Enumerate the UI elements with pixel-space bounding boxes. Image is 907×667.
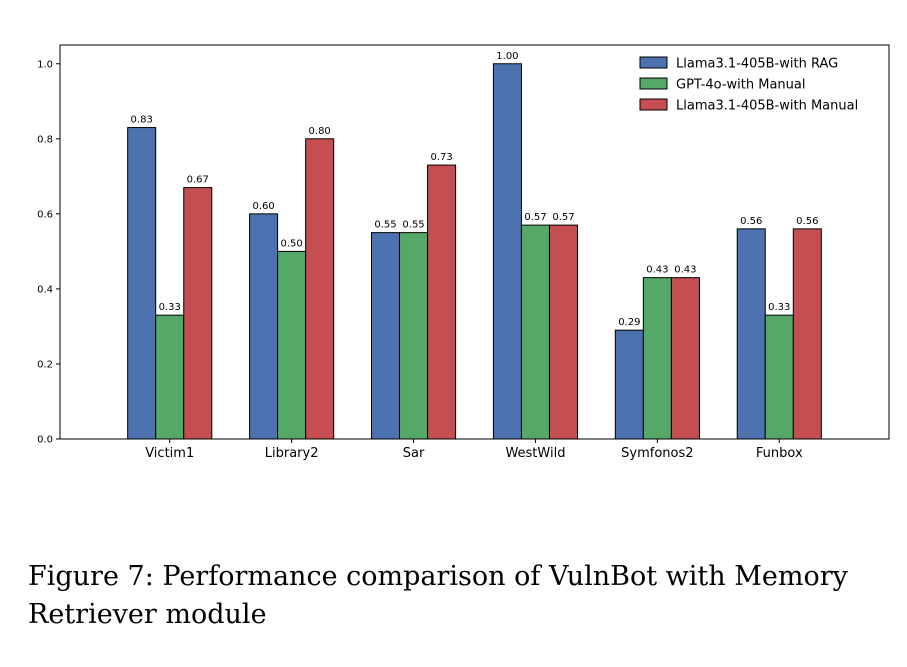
bar-value-label: 0.43 <box>674 265 696 276</box>
bar-value-label: 0.57 <box>552 212 574 223</box>
bar-chart: 0.83 0.60 0.55 1.00 0.29 0.56 0.33 0.50 0.55 0.57… <box>37 44 890 461</box>
bar <box>642 277 672 440</box>
bar-value-label: 0.56 <box>740 216 762 227</box>
y-tick-label: 1.0 <box>37 59 53 70</box>
bar-value-label: 0.55 <box>374 220 396 231</box>
bar-value-label: 0.33 <box>159 302 181 313</box>
chart-canvas: 0.83 0.60 0.55 1.00 0.29 0.56 0.33 0.50 0.55 0.57… <box>37 44 890 461</box>
x-tick-label: WestWild <box>505 446 565 461</box>
bar-value-label: 0.43 <box>646 265 668 276</box>
bar <box>127 127 157 440</box>
y-tick-label: 0.0 <box>37 435 53 446</box>
x-tick-label: Funbox <box>756 446 803 461</box>
y-tick-label: 0.2 <box>37 359 53 370</box>
bar-value-label: 1.00 <box>496 51 518 62</box>
bar-value-label: 0.50 <box>280 238 302 249</box>
bar-value-label: 0.60 <box>252 201 274 212</box>
bar <box>370 232 401 440</box>
x-tick-label: Sar <box>403 446 425 461</box>
bar-value-label: 0.57 <box>524 212 546 223</box>
y-tick-label: 0.8 <box>37 134 53 145</box>
bar <box>520 224 550 440</box>
bar-value-label: 0.33 <box>768 302 790 313</box>
bar <box>305 138 335 440</box>
x-tick-label: Victim1 <box>145 446 194 461</box>
bar <box>670 277 700 440</box>
bar <box>249 213 279 440</box>
bar <box>764 314 794 440</box>
bar-value-label: 0.80 <box>309 126 331 137</box>
legend-label: GPT-4o-with Manual <box>676 78 805 93</box>
bar <box>736 228 766 440</box>
bar <box>614 329 644 440</box>
legend-label: Llama3.1-405B-with Manual <box>676 99 858 114</box>
legend-swatch <box>639 56 668 69</box>
bar <box>492 63 522 440</box>
bar-value-label: 0.73 <box>430 152 452 163</box>
bar <box>792 228 822 440</box>
y-tick-label: 0.6 <box>37 209 53 220</box>
legend-swatch <box>639 77 668 90</box>
figure-caption: Figure 7: Performance comparison of Vuln… <box>28 561 848 630</box>
bar <box>277 250 307 440</box>
bar-value-label: 0.55 <box>402 220 424 231</box>
x-tick-label: Symfonos2 <box>621 446 693 461</box>
bar-value-label: 0.56 <box>796 216 818 227</box>
legend-swatch <box>639 98 668 111</box>
bar-value-label: 0.67 <box>187 175 209 186</box>
bar-value-label: 0.29 <box>618 317 640 328</box>
legend-label: Llama3.1-405B-with RAG <box>676 57 838 72</box>
x-tick-label: Library2 <box>265 446 319 461</box>
series-2: 0.33 0.50 0.55 0.57 0.43 0.33 <box>155 212 794 440</box>
bar <box>183 187 213 440</box>
bar <box>399 232 429 440</box>
bar-value-label: 0.83 <box>131 115 153 126</box>
plot-frame <box>59 44 890 440</box>
bar <box>548 224 579 440</box>
legend: Llama3.1-405B-with RAG GPT-4o-with Manual… <box>639 56 858 114</box>
bar <box>155 314 185 440</box>
bar <box>427 164 457 440</box>
y-tick-label: 0.4 <box>37 284 53 295</box>
